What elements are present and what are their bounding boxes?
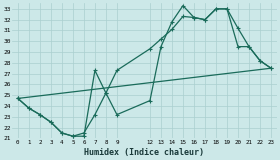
X-axis label: Humidex (Indice chaleur): Humidex (Indice chaleur)	[85, 148, 204, 156]
